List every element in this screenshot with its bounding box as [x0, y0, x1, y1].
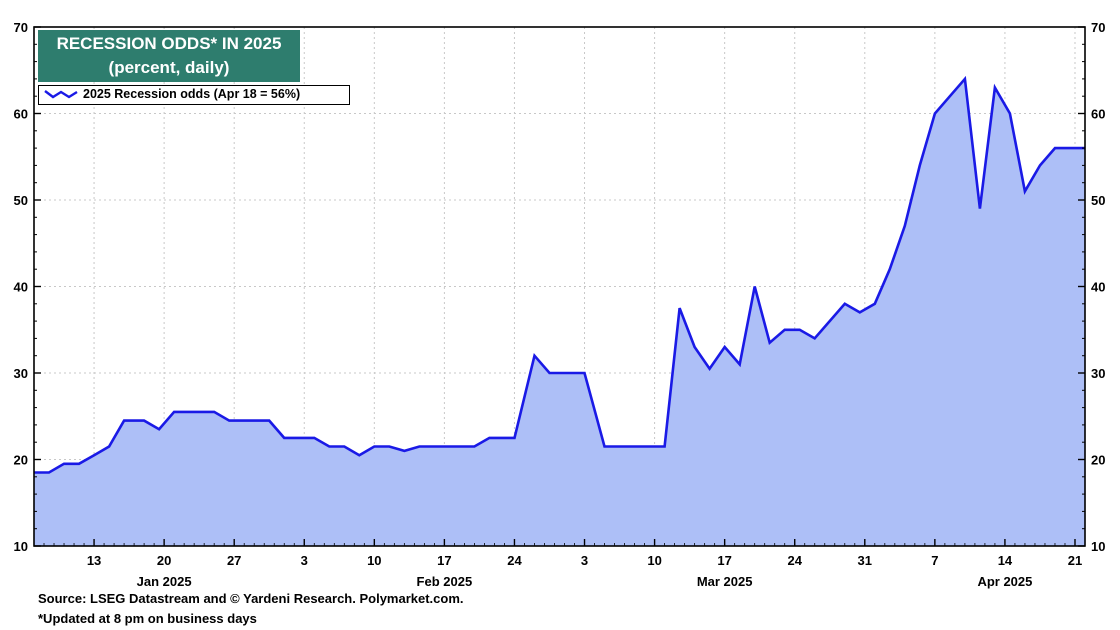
- x-axis-ticks: 13 20 27 3 10 17 24 3 10 17 24 31 7 14 21 Jan 2025 Feb 2…: [43, 539, 1082, 589]
- y-tick-label-left: 30: [14, 366, 28, 381]
- y-tick-label-right: 50: [1091, 193, 1105, 208]
- x-tick-label: 27: [227, 553, 241, 568]
- recession-odds-line: [34, 75, 1085, 474]
- y-tick-label-right: 20: [1091, 453, 1105, 468]
- y-tick-label-left: 40: [14, 280, 28, 295]
- x-tick-label: 24: [787, 553, 802, 568]
- legend-label: 2025 Recession odds (Apr 18 = 56%): [83, 87, 301, 101]
- x-tick-label: 7: [931, 553, 938, 568]
- x-tick-label: 10: [367, 553, 381, 568]
- y-tick-label-right: 10: [1091, 539, 1105, 554]
- x-tick-label: 24: [507, 553, 522, 568]
- x-tick-label: 21: [1068, 553, 1082, 568]
- y-axis-ticks: 10 10 20 20 30 30 40 40 50 50 60 60 70 70: [14, 20, 1106, 554]
- x-month-label: Apr 2025: [977, 574, 1032, 589]
- recession-odds-area: [34, 78, 1085, 547]
- y-tick-label-left: 70: [14, 20, 28, 35]
- chart-subtitle: (percent, daily): [108, 58, 230, 77]
- x-tick-label: 20: [157, 553, 171, 568]
- x-tick-label: 10: [647, 553, 661, 568]
- legend-line-swatch-icon: [44, 90, 78, 99]
- chart-title: RECESSION ODDS* IN 2025: [56, 34, 282, 53]
- x-tick-label: 13: [87, 553, 101, 568]
- gridlines: [34, 27, 1085, 546]
- x-tick-label: 17: [437, 553, 451, 568]
- y-tick-label-left: 50: [14, 193, 28, 208]
- x-month-label: Feb 2025: [417, 574, 473, 589]
- x-tick-label: 3: [301, 553, 308, 568]
- y-tick-label-right: 70: [1091, 20, 1105, 35]
- y-tick-label-left: 10: [14, 539, 28, 554]
- source-footnote: Source: LSEG Datastream and © Yardeni Re…: [38, 591, 464, 606]
- x-month-label: Mar 2025: [697, 574, 753, 589]
- y-tick-label-right: 30: [1091, 366, 1105, 381]
- x-month-label: Jan 2025: [137, 574, 192, 589]
- update-footnote: *Updated at 8 pm on business days: [38, 611, 257, 626]
- legend: 2025 Recession odds (Apr 18 = 56%): [38, 85, 350, 105]
- x-tick-label: 3: [581, 553, 588, 568]
- y-tick-label-left: 20: [14, 453, 28, 468]
- x-tick-label: 17: [717, 553, 731, 568]
- y-tick-label-left: 60: [14, 107, 28, 122]
- y-tick-label-right: 40: [1091, 280, 1105, 295]
- x-tick-label: 31: [858, 553, 872, 568]
- chart-title-box: RECESSION ODDS* IN 2025 (percent, daily): [38, 30, 300, 82]
- x-tick-label: 14: [998, 553, 1013, 568]
- y-tick-label-right: 60: [1091, 107, 1105, 122]
